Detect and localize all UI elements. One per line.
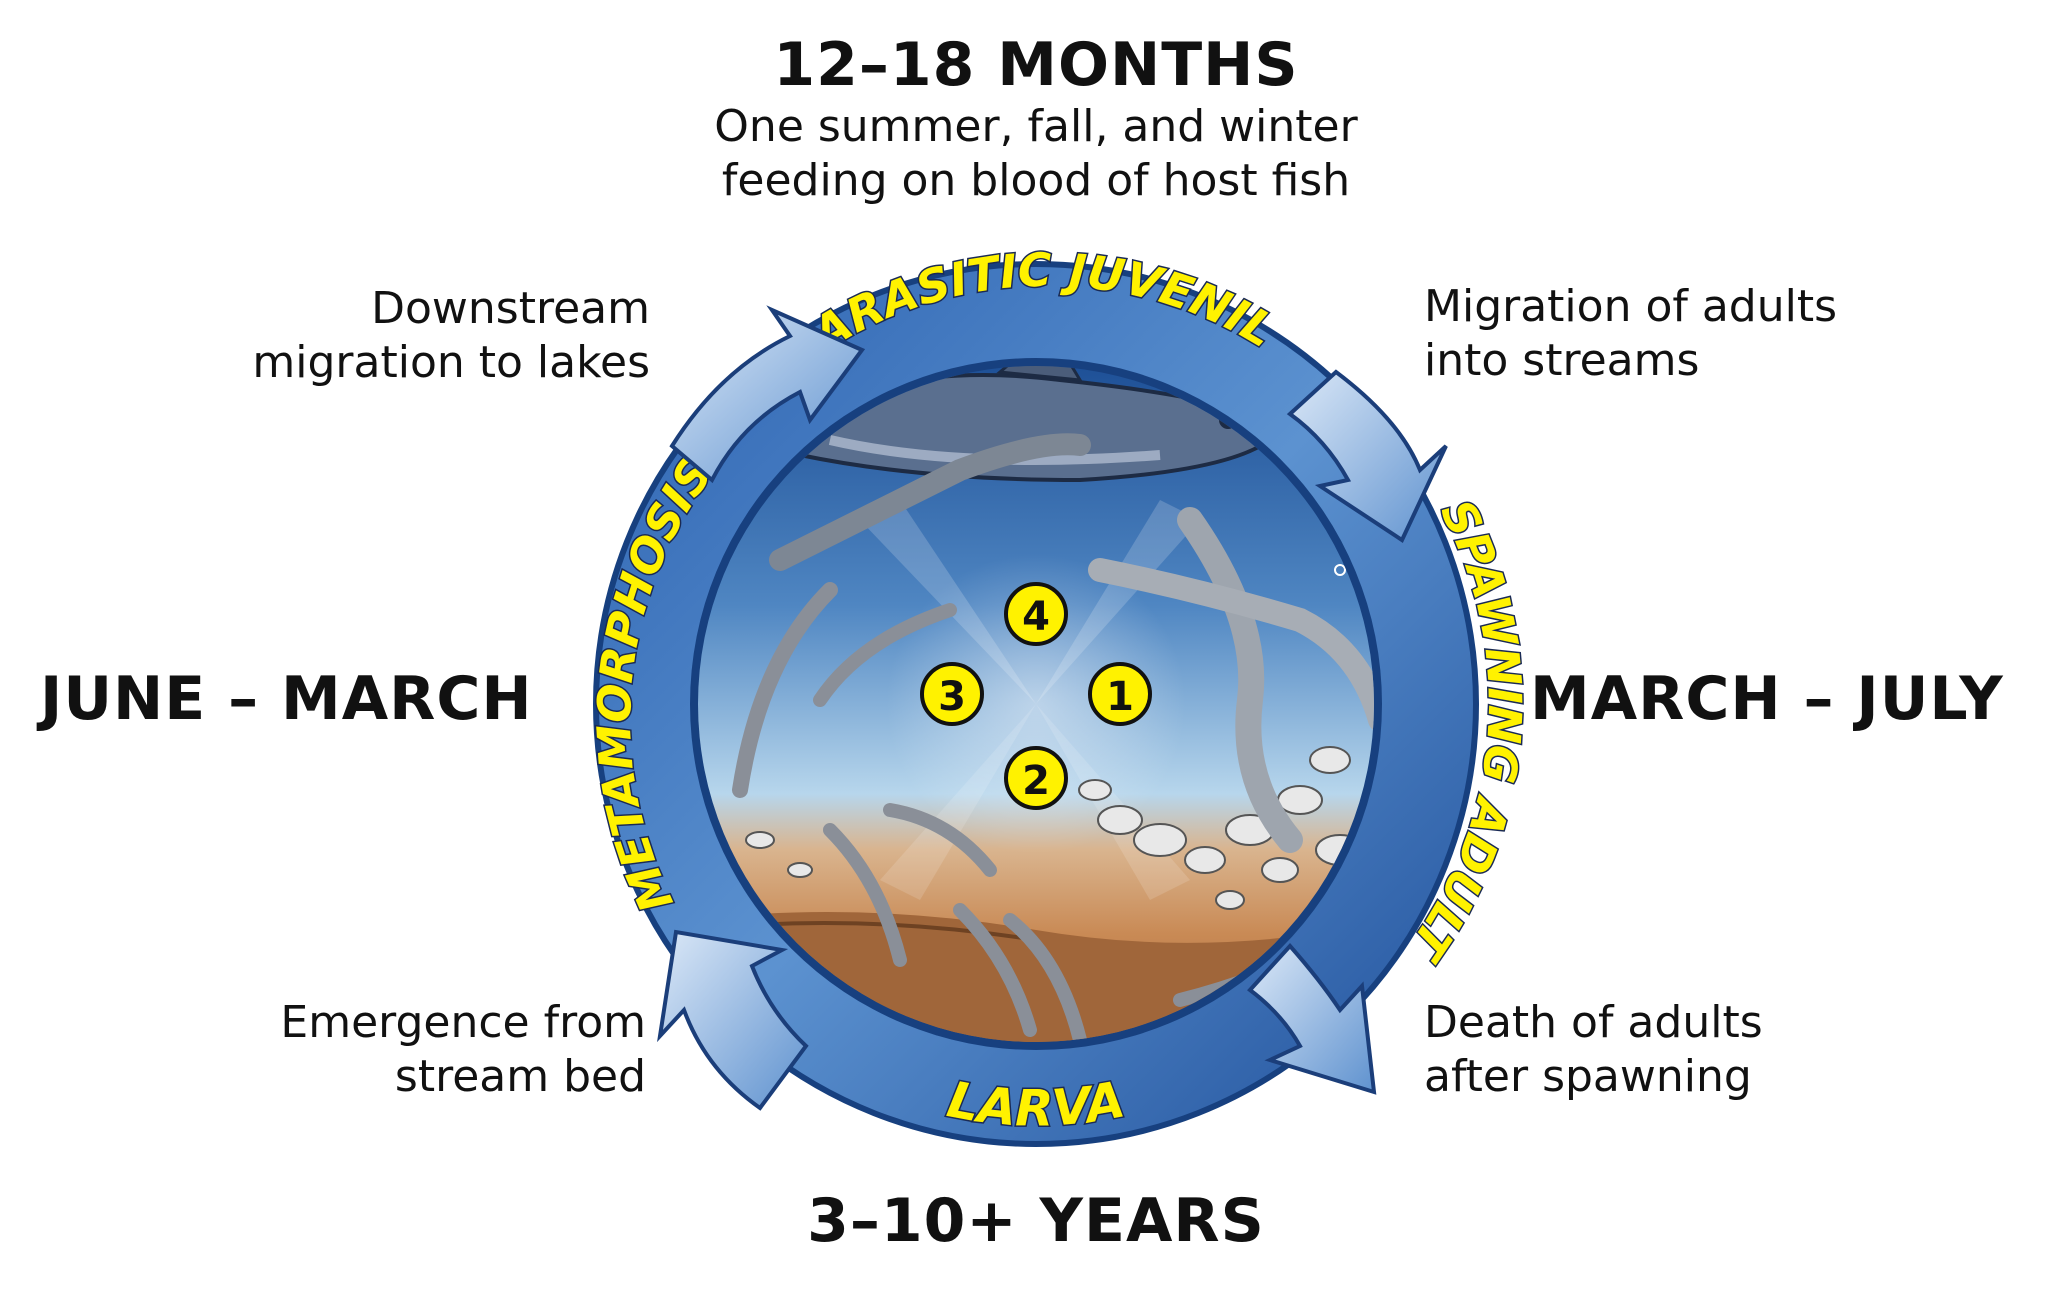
note-top-right-line-1: Migration of adults [1424, 281, 1838, 332]
note-top-right-line-2: into streams [1424, 335, 1700, 386]
arrow-bottom-left [657, 929, 809, 1111]
parasitic-lamprey [769, 433, 1091, 571]
arrow-top-right [1286, 369, 1448, 543]
period-bottom: 3–10+ YEARS [807, 1186, 1265, 1256]
stage-badge-1: 1 [1088, 662, 1152, 726]
habitat-scene [698, 366, 1374, 1042]
period-right: MARCH – JULY [1530, 664, 2004, 734]
note-bottom-right-line-2: after spawning [1424, 1051, 1752, 1102]
top-caption-line-1: One summer, fall, and winter [714, 101, 1358, 152]
note-top-right: Migration of adults into streams [1424, 280, 1837, 388]
stage-badge-2: 2 [1004, 746, 1068, 810]
stage-badge-3: 3 [920, 662, 984, 726]
spawning-adult [1177, 507, 1303, 853]
note-bottom-left-line-2: stream bed [394, 1051, 646, 1102]
period-top: 12–18 MONTHS [773, 30, 1299, 100]
period-left: JUNE – MARCH [40, 664, 533, 734]
note-bottom-left: Emergence from stream bed [200, 996, 646, 1104]
stage-badge-4: 4 [1004, 582, 1068, 646]
svg-text:3: 3 [938, 674, 966, 720]
note-bottom-left-line-1: Emergence from [280, 997, 646, 1048]
stage-label-larva: LARVA [943, 1070, 1129, 1137]
arrow-bottom-right [1247, 943, 1377, 1095]
note-top-left-line-1: Downstream [371, 283, 650, 334]
top-caption: One summer, fall, and winter feeding on … [636, 100, 1436, 208]
svg-text:1: 1 [1106, 674, 1134, 720]
note-bottom-right: Death of adults after spawning [1424, 996, 1763, 1104]
top-caption-line-2: feeding on blood of host fish [721, 155, 1351, 206]
note-bottom-right-line-1: Death of adults [1424, 997, 1763, 1048]
note-top-left-line-2: migration to lakes [252, 337, 650, 388]
svg-text:4: 4 [1022, 594, 1050, 640]
note-top-left: Downstream migration to lakes [200, 282, 650, 390]
svg-text:2: 2 [1022, 758, 1050, 804]
arrow-top-left [669, 305, 866, 484]
